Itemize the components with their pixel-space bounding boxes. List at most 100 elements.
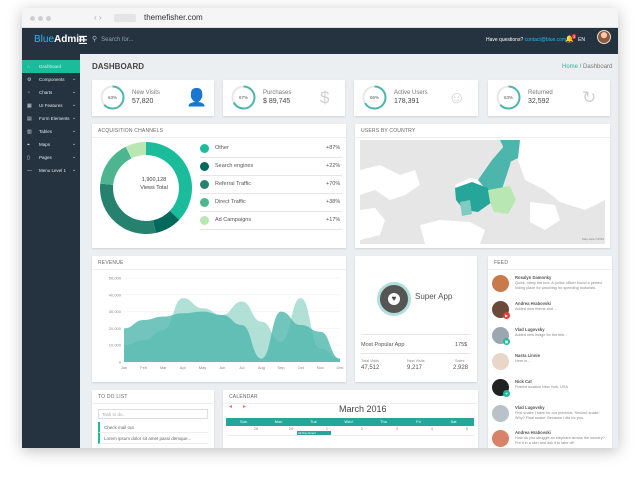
card-title: REVENUE	[98, 260, 124, 266]
heart-icon: ♥	[388, 293, 400, 305]
divider	[92, 269, 346, 270]
contact-text: Have questions? contact@blue.com	[486, 37, 567, 43]
calendar-event[interactable]: All Day Event	[297, 431, 331, 435]
sidebar-item-menu-level-1[interactable]: — Menu Level 1 ⌄	[27, 167, 77, 174]
divider	[92, 403, 214, 404]
x-tick-label: Sep	[278, 365, 286, 370]
acquisition-item-ad-campaigns: Ad Campaigns +17%	[200, 212, 342, 230]
feed-item[interactable]: Rosalyn Damonky Quick, ridely the box. A…	[492, 273, 610, 299]
calendar-date-cell[interactable]: 1	[325, 427, 328, 431]
total-visits-value: 47,512	[361, 365, 380, 371]
sidebar-item-form-elements[interactable]: ▤ Form Elements ⌄	[27, 115, 77, 122]
browser-nav-arrows[interactable]: ‹ ›	[94, 13, 102, 22]
sidebar-item-charts[interactable]: ◔ Charts ⌄	[27, 89, 77, 96]
x-tick-label: Jul	[239, 365, 244, 370]
video-badge-icon: ▶	[503, 312, 510, 319]
acquisition-item-referral: Referral Traffic +70%	[200, 176, 342, 194]
todo-input[interactable]: Task to do..	[98, 409, 208, 419]
breadcrumb-home-link[interactable]: Home	[562, 64, 579, 70]
bell-icon[interactable]: 🔔	[565, 36, 574, 43]
card-title: TO DO LIST	[98, 394, 128, 400]
x-tick-label: Apr	[180, 365, 187, 370]
calendar-date-cell[interactable]: 28	[253, 427, 258, 431]
x-tick-label: Jan	[121, 365, 127, 370]
divider	[361, 334, 471, 335]
window-maximize-dot[interactable]	[46, 16, 51, 21]
feed-item[interactable]: ▣ Vlad Lugovsky Added new image for the …	[492, 325, 610, 351]
page-icon: ▯	[27, 155, 30, 161]
brand-logo[interactable]: BlueAdmin	[34, 34, 86, 45]
revenue-card: REVENUE 50,000 40,000 30,000 20,000 10,000 0 J…	[92, 256, 346, 382]
divider	[223, 403, 478, 404]
sidebar-item-components[interactable]: ⚙ Components ⌄	[27, 76, 77, 83]
new-visits-label: New Visits	[407, 359, 425, 363]
stat-card-returned: 63% Returned 32,592 ↻	[488, 80, 610, 116]
contact-email-link[interactable]: contact@blue.com	[524, 37, 567, 43]
views-total-label: Views Total	[140, 185, 168, 191]
donut-slice	[153, 210, 180, 233]
sidebar-item-dashboard[interactable]: ⌂ Dashboard	[22, 60, 80, 73]
calendar-date-cell[interactable]: 4	[430, 427, 433, 431]
calendar-week-row: 28 29 1 2 3 4 5	[226, 426, 474, 436]
views-total-value: 1,900,128	[141, 177, 167, 183]
location-badge-icon: ⌖	[503, 390, 510, 397]
sidebar-item-ui-features[interactable]: ▦ UI Features ⌄	[27, 102, 77, 109]
feed-item[interactable]: Andrea Hrabovski How do you struggle an …	[492, 428, 610, 448]
stat-card-purchases: 67% Purchases $ 89,745 $	[223, 80, 345, 116]
stat-progress-ring	[362, 85, 387, 110]
home-icon: ⌂	[27, 64, 31, 70]
acquisition-channels-card: ACQUISITION CHANNELS 1,900,128 Views Tot…	[92, 124, 346, 248]
calendar-date-cell[interactable]: 3	[395, 427, 398, 431]
sales-value: 2,928	[453, 365, 469, 371]
x-tick-label: Feb	[140, 365, 148, 370]
avatar	[492, 405, 509, 422]
chevron-down-icon: ⌄	[72, 141, 77, 147]
feed-item[interactable]: Vlad Lugovsky First snake I have for our…	[492, 403, 610, 429]
browser-toolbar: ‹ › themefisher.com	[22, 8, 618, 28]
calendar-next-button[interactable]: ▸	[243, 404, 247, 410]
calendar-card: CALENDAR ◂ ▸ March 2016 Sun Mon Tue Wed …	[223, 390, 478, 448]
user-avatar[interactable]	[597, 30, 611, 44]
feed-item[interactable]: ⌖ Nick Cat Posted location New York, USA	[492, 377, 610, 403]
todo-list-card: TO DO LIST Task to do.. Check mail out L…	[92, 390, 214, 448]
flag-icon[interactable]: EN	[578, 37, 585, 43]
hamburger-menu-icon[interactable]: ☰	[78, 35, 88, 47]
stat-label: Returned	[528, 90, 553, 96]
sidebar-item-tables[interactable]: ▥ Tables ⌄	[27, 128, 77, 135]
legend-dot	[200, 162, 209, 171]
calendar-date-cell[interactable]: 5	[465, 427, 468, 431]
x-tick-label: Nov	[317, 365, 324, 370]
avatar	[492, 353, 509, 370]
browser-window: ‹ › themefisher.com BlueAdmin ☰ ⚲ Search …	[22, 8, 618, 448]
super-app-card: ♥ Super App Most Popular App 175$ Total …	[355, 256, 477, 382]
stat-progress-ring	[231, 85, 256, 110]
calendar-date-cell[interactable]: 2	[360, 427, 363, 431]
world-map[interactable]: Map data ©2016	[360, 140, 605, 244]
y-tick-label: 50,000	[109, 276, 122, 281]
notification-badge: 3	[572, 34, 577, 39]
new-visits-value: 9,217	[407, 365, 423, 371]
stat-label: New Visits	[132, 90, 160, 96]
sidebar-item-maps[interactable]: ⌖ Maps ⌄	[27, 141, 77, 148]
address-bar[interactable]	[114, 14, 136, 22]
chevron-down-icon: ⌄	[72, 167, 77, 173]
breadcrumb: Home / Dashboard	[562, 64, 613, 70]
feed-item[interactable]: ▶ Andrea Hrabovski Added new theme and .…	[492, 299, 610, 325]
x-tick-label: Jun	[219, 365, 225, 370]
window-minimize-dot[interactable]	[38, 16, 43, 21]
map-icon: ⌖	[27, 142, 30, 148]
feed-item[interactable]: Nasta Linnie Here is ...	[492, 351, 610, 377]
legend-dot	[200, 144, 209, 153]
window-close-dot[interactable]	[30, 16, 35, 21]
sidebar-item-pages[interactable]: ▯ Pages ⌄	[27, 154, 77, 161]
acquisition-item-search-engines: Search engines +22%	[200, 158, 342, 176]
stat-percent: 63%	[107, 95, 117, 100]
x-tick-label: Dec	[336, 365, 343, 370]
calendar-date-cell[interactable]: 29	[288, 427, 293, 431]
search-input[interactable]: ⚲ Search for...	[92, 36, 134, 43]
todo-item[interactable]: Check mail out	[98, 422, 208, 433]
todo-item[interactable]: Lorem ipsum dolor sit amet passi demque.…	[98, 433, 208, 444]
stat-percent: 66%	[369, 95, 379, 100]
calendar-prev-button[interactable]: ◂	[229, 404, 233, 410]
donut-slice	[100, 146, 132, 185]
